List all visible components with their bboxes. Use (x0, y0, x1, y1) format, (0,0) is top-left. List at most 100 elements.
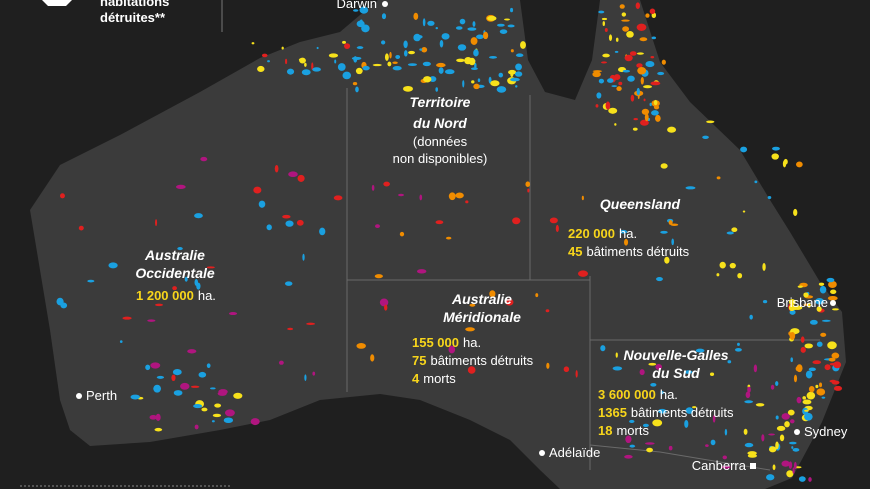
fire-patch (652, 419, 663, 427)
fire-patch (657, 408, 667, 414)
fire-patches (56, 2, 843, 482)
stat-value: 220 000 (568, 226, 615, 241)
region-note: (données (413, 134, 468, 149)
fire-patch (398, 193, 405, 197)
fire-patch (622, 26, 630, 32)
fire-patch (776, 425, 786, 431)
fire-patch (805, 370, 813, 379)
fire-patch (575, 370, 578, 378)
region-stat: 18 morts (598, 423, 649, 438)
fire-patch (644, 113, 649, 122)
fire-patch (441, 33, 450, 40)
fire-patch (800, 336, 805, 343)
fire-patch (413, 34, 418, 41)
fire-patch (705, 444, 709, 447)
fire-patch (812, 360, 822, 365)
fire-patch (356, 343, 366, 349)
fire-patch (535, 293, 539, 298)
fire-patch (618, 81, 623, 86)
fire-patch (809, 319, 818, 325)
fire-patch (636, 23, 647, 31)
fire-patch (172, 286, 177, 291)
fire-patch (403, 40, 408, 49)
fire-patch (285, 220, 294, 227)
fire-patch (286, 68, 295, 75)
fire-patch (821, 319, 831, 322)
fire-patch (422, 18, 426, 27)
fire-patch (792, 447, 800, 452)
fire-patch (624, 454, 633, 459)
fire-patch (629, 419, 635, 424)
fire-patch (797, 285, 803, 288)
fire-patch (601, 17, 608, 21)
fire-patch (455, 26, 463, 30)
fire-patch (727, 360, 732, 364)
region-note: non disponibles) (393, 151, 488, 166)
fire-patch (156, 375, 165, 379)
region-stat: 45 bâtiments détruits (568, 244, 690, 259)
fire-patch (206, 266, 215, 269)
fire-patch (119, 340, 123, 344)
fire-patch (471, 80, 475, 84)
fire-patch (804, 343, 813, 349)
fire-patch (596, 92, 602, 99)
fire-patch (147, 319, 156, 322)
fire-patch (744, 400, 754, 404)
fire-patch (722, 455, 728, 460)
fire-patch (499, 29, 508, 34)
stat-text: morts (423, 371, 456, 386)
fire-patch (470, 37, 478, 45)
fire-patch (808, 367, 816, 372)
fire-patch (754, 180, 758, 184)
fire-patch (284, 281, 293, 286)
fire-patch (462, 80, 465, 88)
fire-patch (266, 224, 272, 231)
fire-patch (319, 227, 326, 236)
fire-patch (465, 200, 469, 204)
fire-patch (487, 15, 497, 21)
fire-patch (781, 413, 790, 420)
legend-label: détruites** (100, 10, 166, 25)
fire-patch (629, 51, 637, 56)
fire-patch (281, 46, 284, 50)
fire-patch (660, 163, 668, 169)
fire-patch (788, 298, 796, 306)
fire-patch (775, 441, 779, 450)
fire-patch (614, 50, 619, 53)
fire-patch (816, 388, 826, 396)
fire-patch (660, 390, 664, 395)
fire-patch (344, 43, 351, 50)
fire-patch (630, 94, 635, 102)
fire-patch (525, 181, 531, 187)
fire-patch (619, 394, 623, 397)
fire-patch (448, 192, 456, 201)
region-name: Occidentale (135, 265, 215, 281)
fire-patch (619, 229, 628, 234)
fire-patch (555, 224, 559, 233)
fire-patch (668, 220, 673, 225)
fire-patch (194, 424, 199, 430)
fire-patch (787, 409, 795, 416)
fire-patch (650, 382, 657, 387)
fire-patch (684, 370, 693, 374)
fire-patch (356, 46, 364, 50)
fire-patch (653, 99, 658, 106)
fire-patch (627, 75, 635, 82)
fire-patch (761, 434, 765, 442)
fire-patch (710, 439, 716, 446)
fire-patch (615, 37, 619, 42)
fire-patch (734, 347, 742, 352)
fire-patch (563, 366, 570, 373)
fire-patch (507, 24, 515, 28)
fire-patch (200, 156, 208, 162)
stat-value: 4 (412, 371, 420, 386)
fire-patch (253, 186, 262, 194)
fire-patch (150, 362, 161, 369)
fire-patch (353, 9, 359, 12)
fire-patch (328, 53, 339, 58)
fire-patch (355, 67, 363, 75)
region-stat: 3 600 000 ha. (598, 387, 678, 402)
stat-value: 1365 (598, 405, 627, 420)
fire-patch (361, 24, 370, 33)
